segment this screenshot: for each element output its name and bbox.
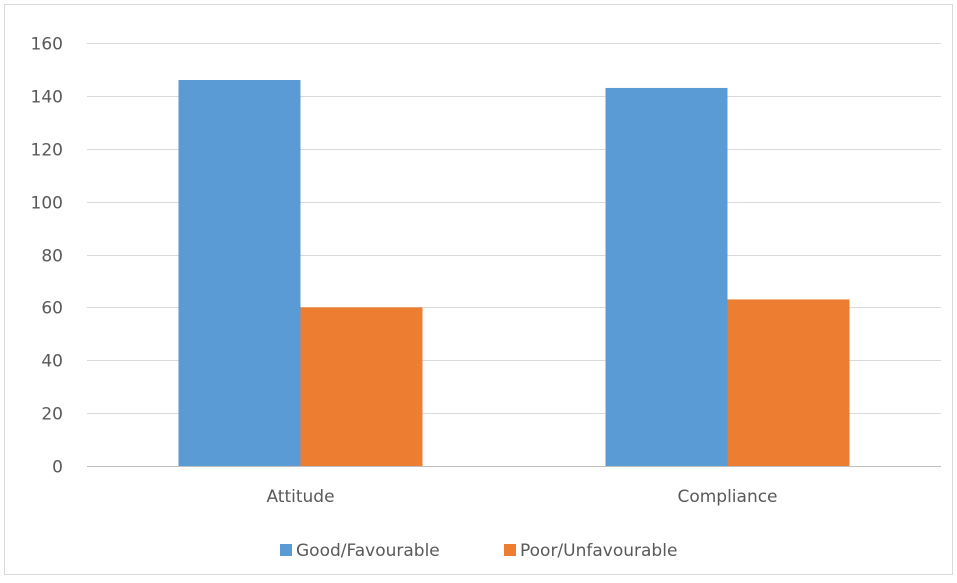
- chart-frame: 0 20 40 60 80 100 120 140 160 Attitude Compliance…: [4, 4, 953, 575]
- bar-good-favourable-attitude: [178, 80, 301, 466]
- bars: [178, 80, 850, 466]
- legend-label: Good/Favourable: [296, 541, 440, 561]
- bar-poor-unfavourable-attitude: [300, 307, 423, 466]
- legend-entry: Good/Favourable: [280, 541, 440, 561]
- legend-swatch: [504, 544, 516, 556]
- y-tick-label: 120: [31, 141, 63, 161]
- y-tick-label: 80: [41, 247, 63, 267]
- y-tick-label: 0: [52, 458, 63, 478]
- y-tick-label: 20: [41, 405, 63, 425]
- x-category-label: Attitude: [266, 487, 334, 507]
- x-category-label: Compliance: [677, 487, 777, 507]
- y-tick-label: 160: [31, 35, 63, 55]
- bar-good-favourable-compliance: [605, 87, 728, 466]
- y-tick-label: 60: [41, 299, 63, 319]
- y-tick-label: 40: [41, 352, 63, 372]
- y-tick-label: 100: [31, 194, 63, 214]
- x-axis-category-labels: Attitude Compliance: [266, 487, 777, 507]
- legend-entry: Poor/Unfavourable: [504, 541, 677, 561]
- y-tick-label: 140: [31, 88, 63, 108]
- bar-poor-unfavourable-compliance: [727, 299, 850, 466]
- legend-swatch: [280, 544, 292, 556]
- legend: Good/Favourable Poor/Unfavourable: [280, 541, 677, 561]
- y-axis-tick-labels: 0 20 40 60 80 100 120 140 160: [31, 35, 63, 478]
- legend-label: Poor/Unfavourable: [520, 541, 677, 561]
